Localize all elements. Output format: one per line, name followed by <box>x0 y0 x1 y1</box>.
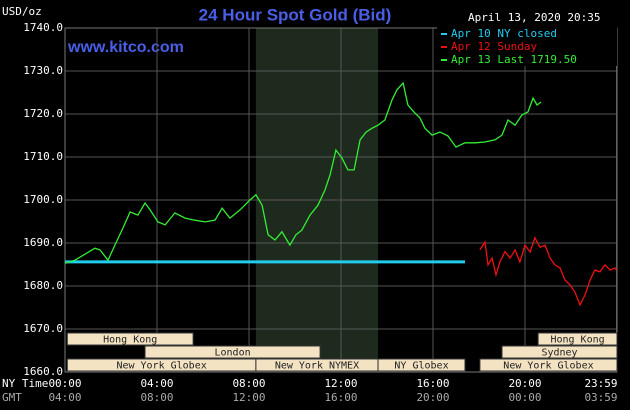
source: www.kitco.com <box>67 39 184 56</box>
session-box <box>479 358 618 372</box>
x-tick-label: 16:00 <box>416 377 449 390</box>
session-label: London <box>214 348 250 359</box>
y-tick-label: 1720.0 <box>23 107 63 120</box>
y-tick-label: 1730.0 <box>23 64 63 77</box>
x2-tick-label: 04:00 <box>48 391 81 404</box>
x2-axis-label: GMT <box>2 391 22 404</box>
session-label: New York Globex <box>503 361 593 372</box>
session-box <box>537 332 618 346</box>
session-box <box>501 345 618 359</box>
session-label: New York Globex <box>116 361 206 372</box>
x2-tick-label: 16:00 <box>324 391 357 404</box>
session-box <box>377 358 466 372</box>
y-tick-label: 1690.0 <box>23 236 63 249</box>
session-box <box>144 345 321 359</box>
series-line <box>64 81 542 264</box>
y-tick-label: 1680.0 <box>23 279 63 292</box>
y-tick-label: 1700.0 <box>23 193 63 206</box>
series-line <box>479 236 618 307</box>
y-axis-label: USD/oz <box>2 5 42 18</box>
x-tick-label: 00:00 <box>48 377 81 390</box>
x-axis-label: NY Time <box>2 377 48 390</box>
session-label: Hong Kong <box>103 335 157 346</box>
x-tick-label: 04:00 <box>140 377 173 390</box>
legend-label: Apr 10 NY closed <box>451 27 557 40</box>
session-label: NY Globex <box>394 361 448 372</box>
session-label: Hong Kong <box>550 335 604 346</box>
x-tick-label: 12:00 <box>324 377 357 390</box>
x-tick-label: 08:00 <box>232 377 265 390</box>
x2-tick-label: 12:00 <box>232 391 265 404</box>
y-tick-label: 1710.0 <box>23 150 63 163</box>
timestamp: April 13, 2020 20:35 <box>468 11 600 24</box>
x2-tick-label: 08:00 <box>140 391 173 404</box>
session-box <box>66 332 194 346</box>
plot-border <box>64 27 618 373</box>
y-tick-label: 1740.0 <box>23 21 63 34</box>
chart-title: 24 Hour Spot Gold (Bid) <box>199 5 392 24</box>
y-tick-label: 1660.0 <box>23 365 63 378</box>
x2-tick-label: 00:00 <box>508 391 541 404</box>
session-label: Sydney <box>541 348 577 359</box>
x2-tick-label: 03:59 <box>584 391 617 404</box>
y-tick-label: 1670.0 <box>23 322 63 335</box>
x-tick-label: 23:59 <box>584 377 617 390</box>
legend-label: Apr 12 Sunday <box>451 40 537 53</box>
x2-tick-label: 20:00 <box>416 391 449 404</box>
legend-box <box>437 26 617 66</box>
session-label: New York NYMEX <box>275 361 359 372</box>
legend-label: Apr 13 Last 1719.50 <box>451 53 577 66</box>
x-tick-label: 20:00 <box>508 377 541 390</box>
